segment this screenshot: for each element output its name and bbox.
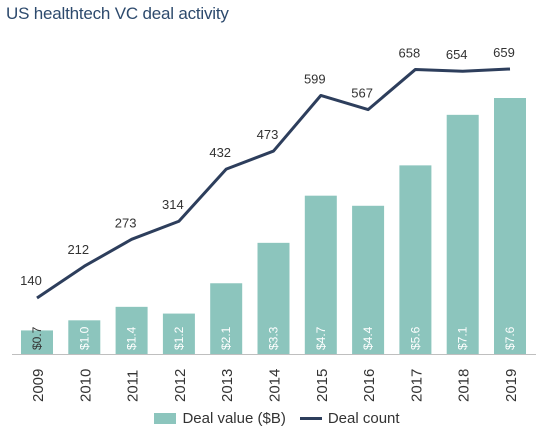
legend-swatch-bar bbox=[154, 413, 177, 424]
line-value-label: 658 bbox=[399, 45, 421, 60]
x-tick-label: 2016 bbox=[361, 369, 378, 402]
x-tick-label: 2009 bbox=[30, 369, 47, 402]
bar bbox=[21, 330, 53, 354]
bar bbox=[304, 195, 337, 354]
bar-value-label: $0.7 bbox=[30, 326, 44, 350]
legend-swatch-line bbox=[299, 417, 322, 420]
deal-count-line bbox=[36, 67, 511, 300]
legend-item-deal-count: Deal count bbox=[299, 410, 400, 427]
bar bbox=[494, 98, 526, 354]
bar bbox=[399, 165, 432, 354]
line-value-label: 567 bbox=[351, 86, 373, 101]
x-tick-label: 2014 bbox=[267, 369, 284, 402]
bar-value-label: $2.1 bbox=[219, 326, 233, 350]
line-value-label: 273 bbox=[115, 215, 137, 230]
bar-value-label: $1.4 bbox=[125, 326, 139, 350]
chart-legend: Deal value ($B) Deal count bbox=[0, 410, 554, 427]
legend-item-deal-value: Deal value ($B) bbox=[154, 410, 286, 427]
line-value-label: 212 bbox=[67, 242, 89, 257]
bar bbox=[210, 283, 243, 354]
line-value-label: 314 bbox=[162, 197, 184, 212]
chart-title: US healthtech VC deal activity bbox=[6, 4, 229, 23]
line-value-label: 432 bbox=[209, 145, 231, 160]
line-value-label: 473 bbox=[257, 127, 279, 142]
bar bbox=[115, 306, 148, 354]
bar-value-label: $4.7 bbox=[314, 326, 328, 350]
bar bbox=[257, 242, 290, 354]
line-value-label: 140 bbox=[20, 273, 42, 288]
line-value-label: 659 bbox=[493, 45, 515, 60]
x-tick-label: 2018 bbox=[456, 369, 473, 402]
bar-value-label: $1.0 bbox=[77, 326, 91, 350]
x-tick-label: 2010 bbox=[77, 369, 94, 402]
x-tick-label: 2013 bbox=[219, 369, 236, 402]
bar bbox=[352, 205, 385, 354]
x-tick-label: 2011 bbox=[125, 370, 142, 402]
bar-value-label: $7.1 bbox=[456, 326, 470, 350]
x-tick-label: 2012 bbox=[172, 369, 189, 402]
line-value-label: 654 bbox=[446, 47, 468, 62]
x-tick-label: 2015 bbox=[314, 369, 331, 402]
bar-value-label: $7.6 bbox=[503, 326, 517, 350]
bar bbox=[162, 313, 195, 354]
bar bbox=[446, 114, 479, 354]
bar-value-label: $5.6 bbox=[408, 326, 422, 350]
x-tick-label: 2019 bbox=[503, 369, 520, 402]
bar-value-label: $4.4 bbox=[361, 326, 375, 350]
bar-value-label: $1.2 bbox=[172, 326, 186, 350]
bar bbox=[68, 320, 101, 354]
bar-value-label: $3.3 bbox=[267, 326, 281, 350]
legend-label-deal-value: Deal value ($B) bbox=[182, 410, 286, 427]
x-tick-label: 2017 bbox=[408, 369, 425, 402]
line-value-label: 599 bbox=[304, 71, 326, 86]
legend-label-deal-count: Deal count bbox=[327, 410, 400, 427]
